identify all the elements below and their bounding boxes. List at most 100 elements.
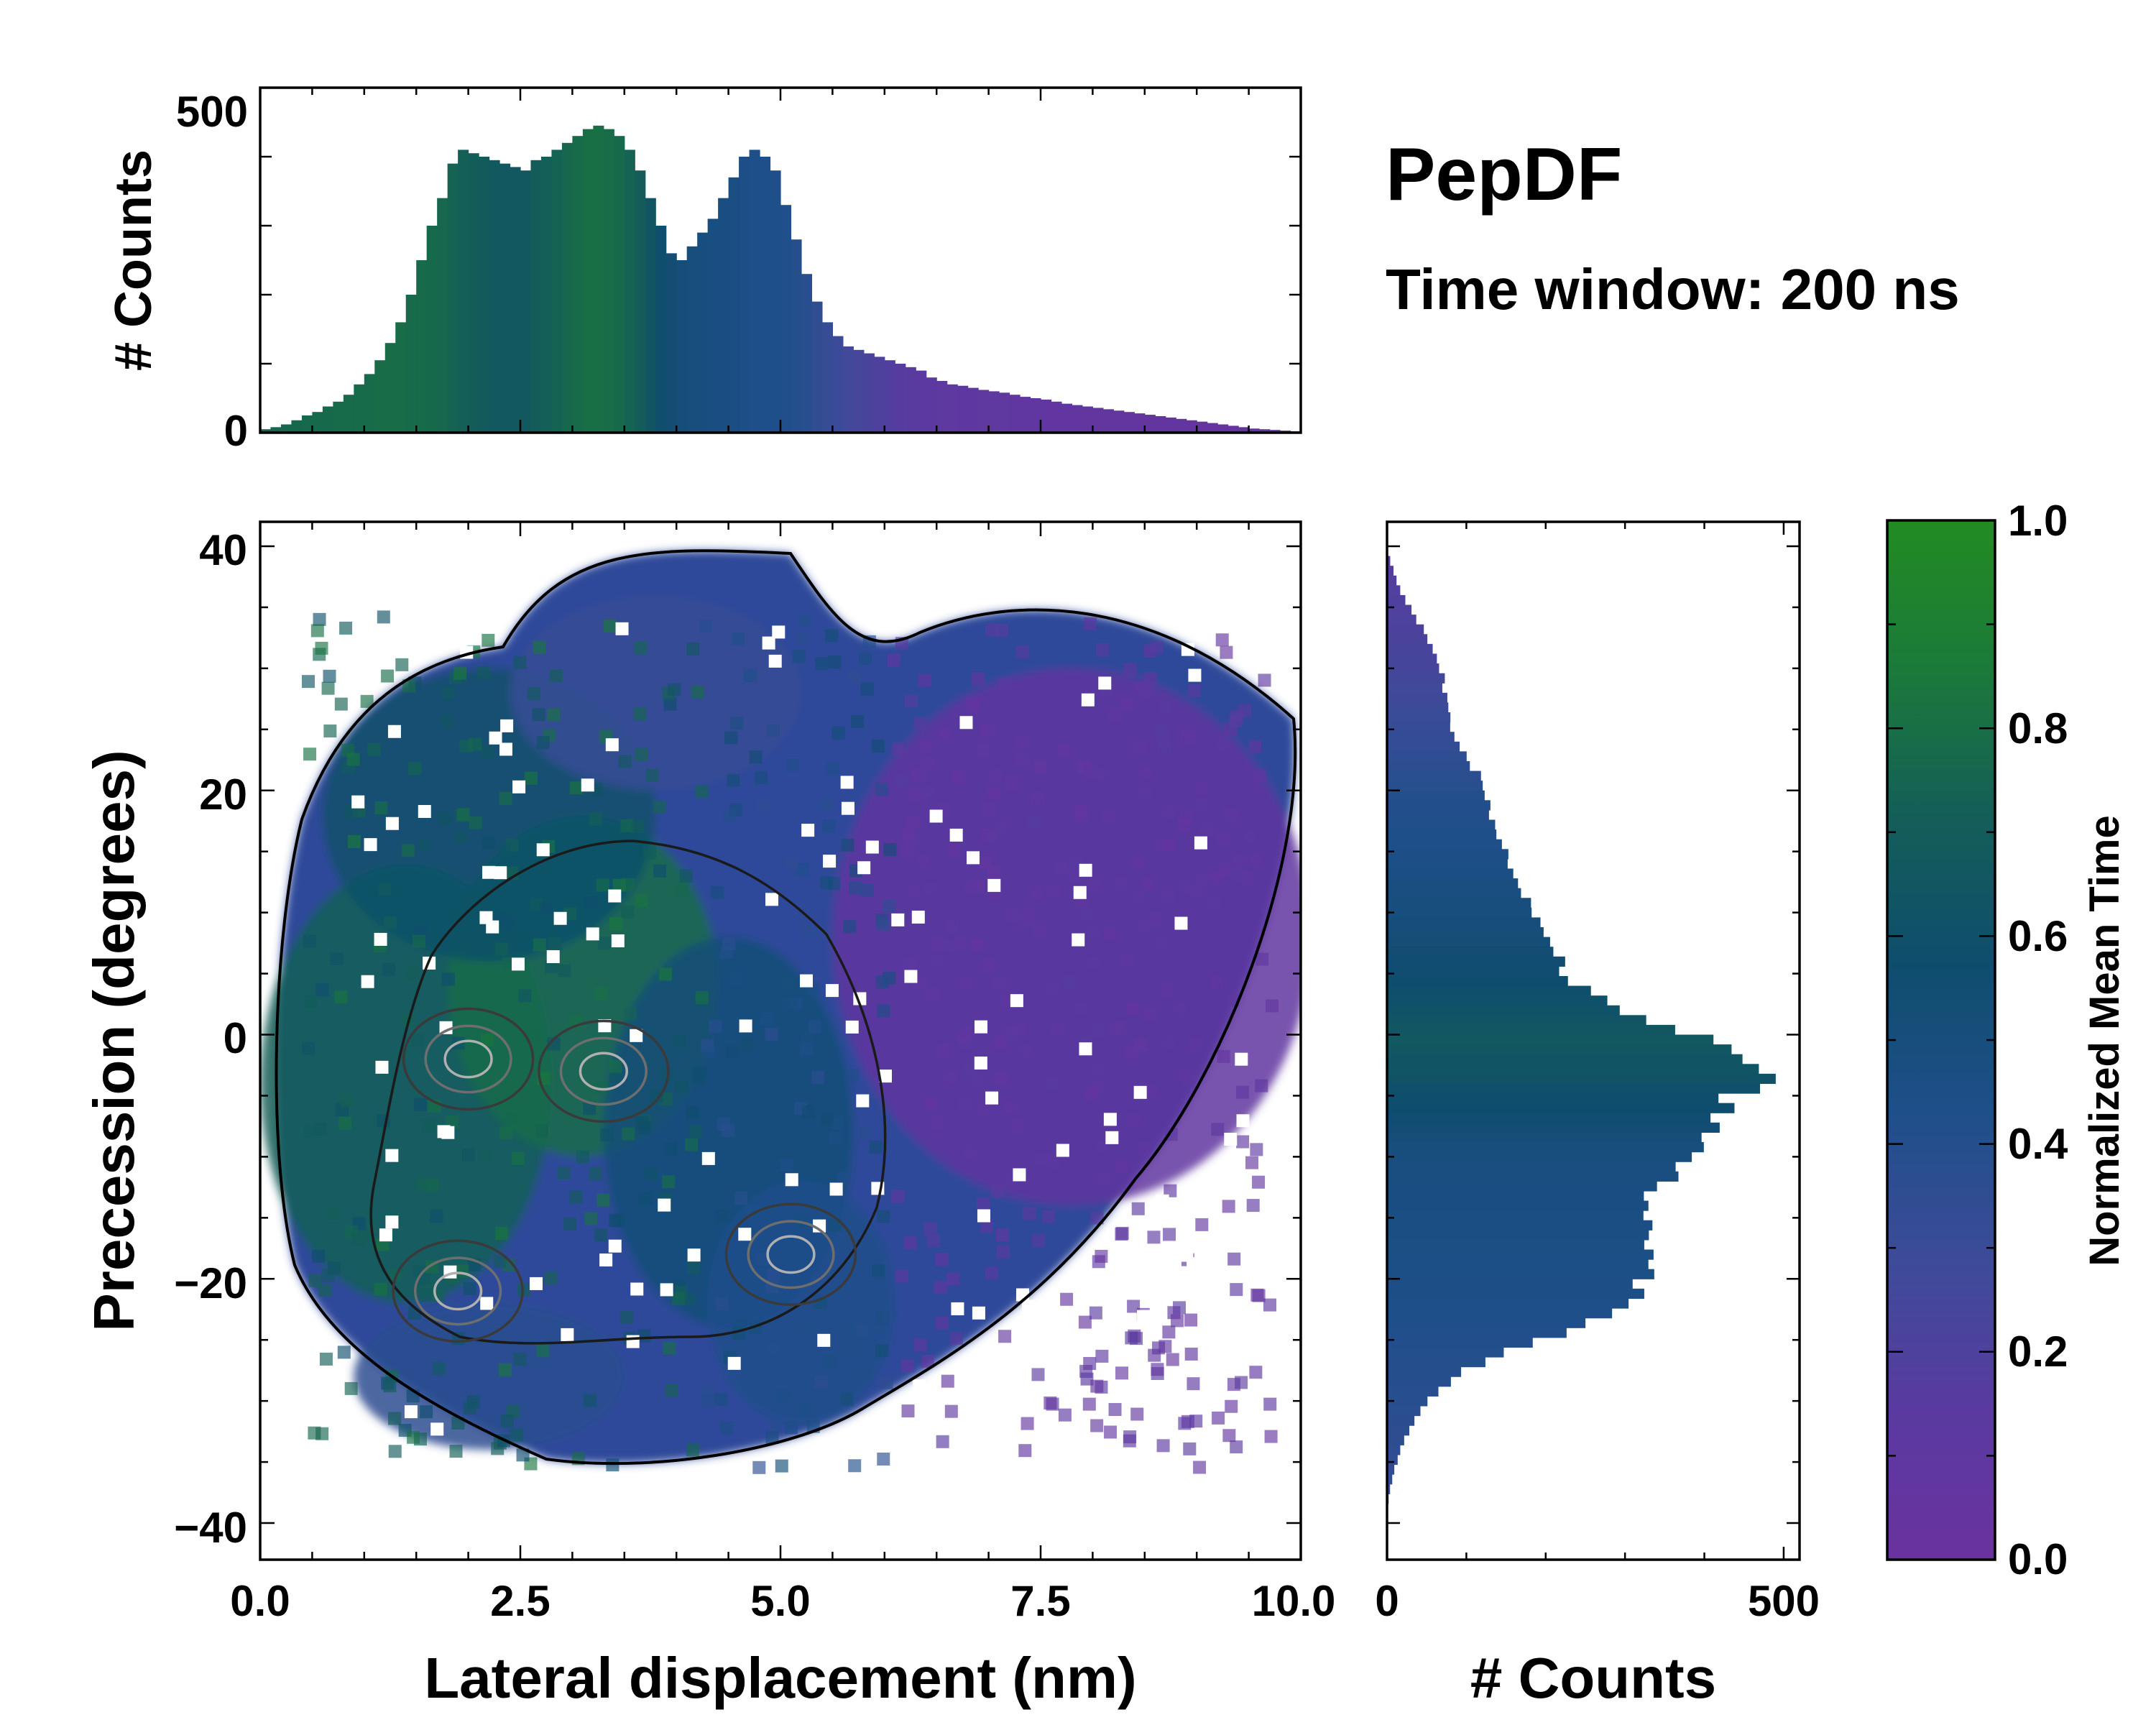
heatmap-cell (909, 788, 923, 802)
heatmap-cell (1032, 924, 1046, 937)
heatmap-cell (635, 748, 648, 761)
heatmap-cell (875, 783, 888, 796)
heatmap-cell (1005, 1026, 1018, 1040)
heatmap-cell (1115, 1366, 1128, 1380)
heatmap-cell (1174, 1003, 1187, 1016)
heatmap-cell (1064, 975, 1077, 989)
heatmap-cell (848, 1459, 862, 1473)
top-histogram-bar (988, 391, 1000, 433)
heatmap-cell (686, 1105, 699, 1119)
colorbar-ticks (1887, 519, 1995, 1561)
top-histogram-bar (1176, 418, 1187, 433)
heatmap-cell (477, 666, 491, 680)
heatmap-cell (482, 633, 495, 647)
right-histogram-bar (1387, 1122, 1720, 1133)
heatmap-empty-cell (351, 795, 365, 809)
heatmap-cell (1183, 1442, 1197, 1455)
heatmap-cell (1078, 1315, 1092, 1329)
heatmap-cell (319, 1352, 333, 1366)
top-histogram-bar (645, 198, 656, 433)
heatmap-empty-cell (801, 824, 815, 837)
hotspot-contour (538, 1019, 670, 1123)
heatmap-cell (401, 844, 415, 857)
heatmap-cell (1256, 952, 1269, 966)
top-histogram-bar (749, 150, 760, 433)
heatmap-cell (518, 989, 532, 1003)
right-histogram-bar (1387, 1308, 1613, 1319)
heatmap-cell (715, 1297, 729, 1311)
heatmap-cell (860, 883, 874, 897)
heatmap-cell (1137, 919, 1151, 932)
heatmap-cell (499, 791, 512, 805)
heatmap-empty-cell (1236, 1114, 1250, 1128)
heatmap-cell (1115, 1159, 1128, 1173)
top-histogram-bar (1030, 398, 1041, 433)
heatmap-cell (453, 666, 467, 680)
heatmap-empty-cell (1174, 916, 1188, 930)
right-histogram-bar (1387, 995, 1608, 1006)
heatmap-cells (301, 610, 1279, 1474)
right-histogram-bar (1387, 1347, 1504, 1358)
heatmap-empty-cell (951, 1302, 964, 1315)
heatmap-empty-cell (1103, 1113, 1117, 1126)
hotspot-contour (766, 1235, 816, 1274)
heatmap-cell (731, 632, 745, 645)
heatmap-cell (785, 857, 798, 870)
right-histogram-bar (1387, 1113, 1711, 1123)
heatmap-cell (303, 934, 317, 948)
top-histogram-bar (957, 385, 969, 433)
heatmap-cell (438, 812, 451, 826)
heatmap-cell (686, 642, 700, 656)
heatmap-empty-cell (1010, 994, 1023, 1008)
heatmap-cell (929, 1116, 943, 1130)
heatmap-empty-cell (857, 861, 871, 875)
heatmap-cell (849, 881, 862, 895)
heatmap-cell (1123, 663, 1137, 676)
heatmap-empty-cell (414, 623, 428, 637)
heatmap-cell (843, 1340, 857, 1354)
heatmap-cell (931, 954, 944, 967)
heatmap-cell (916, 854, 930, 868)
heatmap-empty-cell (1133, 1085, 1147, 1099)
heatmap-cell (1084, 765, 1097, 779)
x-tick-labels: 0.0 2.5 5.0 7.5 10.0 (230, 1577, 1335, 1625)
heatmap-cell (1230, 1283, 1243, 1297)
heatmap-cell (798, 1404, 812, 1417)
heatmap-cell (548, 937, 562, 951)
heatmap-cell (663, 697, 677, 711)
heatmap-cell (480, 745, 494, 759)
heatmap-cell (1054, 861, 1067, 875)
top-histogram-bar (479, 157, 490, 433)
heatmap-cell (814, 1376, 828, 1389)
heatmap-cell (825, 629, 839, 643)
top-histogram-bar (260, 429, 272, 433)
top-histogram-bar (1041, 399, 1052, 433)
right-histogram-bar (1387, 917, 1541, 928)
heatmap-cell (709, 1182, 723, 1195)
top-histogram-bar (665, 253, 677, 433)
heatmap-cell (1123, 1434, 1136, 1448)
heatmap-cell (1187, 1377, 1200, 1391)
heatmap-cell (971, 939, 985, 952)
hotspot-contour (579, 1052, 628, 1091)
heatmap-cell (980, 1219, 993, 1233)
right-histogram-bar (1387, 809, 1489, 821)
top-histogram-bar (343, 395, 354, 433)
heatmap-cell (877, 919, 890, 932)
heatmap-cell (796, 863, 809, 877)
heatmap-cell (766, 724, 780, 737)
right-histogram-bar (1387, 1356, 1485, 1368)
top-histogram-bar (520, 170, 532, 433)
heatmap-cell (1015, 751, 1028, 765)
heatmap-cell (1151, 1363, 1164, 1376)
heatmap-cell (702, 1045, 716, 1059)
heatmap-cell (433, 1361, 446, 1375)
right-histogram-bar (1387, 985, 1591, 996)
right-histogram-bar (1387, 732, 1455, 742)
heatmap-cell (1264, 1430, 1278, 1443)
heatmap-cell (517, 1283, 530, 1297)
heatmap-cell (622, 1127, 635, 1141)
heatmap-cell (633, 707, 647, 721)
heatmap-cell (312, 1249, 326, 1263)
heatmap-cell (854, 1324, 867, 1338)
